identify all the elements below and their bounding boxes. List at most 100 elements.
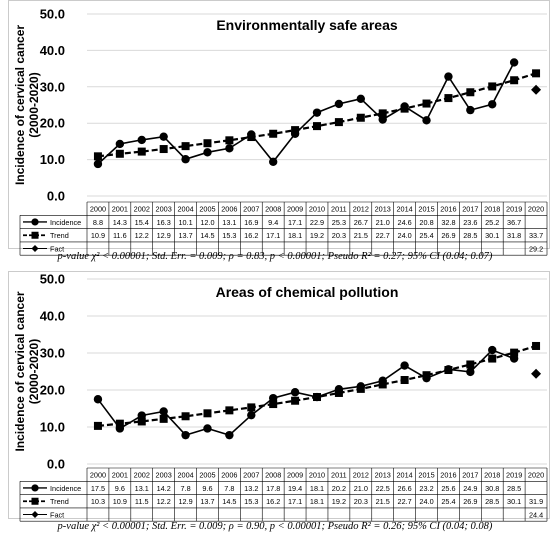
trend-point [313,122,321,131]
trend-point [488,354,497,363]
incidence-point [312,392,322,402]
data-label: 36.7 [507,218,521,227]
data-label: 25.3 [332,218,346,227]
trend-point [400,376,409,385]
y-axis-label: Incidence of cervical cancer(2000-2020) [13,291,41,451]
x-tick-label: 2018 [484,471,500,480]
legend-label: Incidence [50,218,81,227]
data-label: 13.7 [178,231,192,240]
incidence-point [334,99,344,109]
data-label: 16.3 [157,218,171,227]
data-label: 21.5 [354,231,368,240]
incidence-point [203,148,212,157]
x-tick-label: 2010 [309,205,325,214]
incidence-point [509,354,519,363]
data-label: 26.9 [463,497,477,506]
trend-point [510,348,519,357]
incidence-point [93,395,103,404]
incidence-point [137,411,146,420]
incidence-point [247,130,256,139]
trend-point [269,400,278,409]
legend-marker-trend [31,497,39,505]
incidence-point [444,365,453,374]
data-label: 16.9 [244,218,258,227]
data-label: 20.2 [332,484,346,493]
data-label: 19.2 [310,231,324,240]
chart-title: Environmentally safe areas [216,17,398,33]
data-label: 12.9 [178,497,192,506]
data-label: 19.4 [288,484,302,493]
chart-title: Areas of chemical pollution [216,284,399,300]
data-label: 18.1 [310,497,324,506]
fact-point [531,368,542,379]
legend-label: Fact [50,510,64,519]
incidence-point [488,100,497,109]
incidence-point [488,345,497,355]
data-label: 24.4 [529,510,543,519]
legend-label: Incidence [50,484,81,493]
data-label: 12.9 [157,231,171,240]
trend-point [466,88,475,97]
trend-point [466,360,475,369]
chart-1: 0.0 10.0 20.0 30.0 40.0 50.0 Incidence of cerv… [8,0,550,256]
x-tick-label: 2006 [221,205,237,214]
incidence-point [290,388,300,397]
chart-1-footnote: p-value χ² < 0.00001; Std. Err. = 0.009;… [57,251,493,262]
incidence-point [247,410,256,420]
data-label: 25.4 [441,497,455,506]
data-label: 13.7 [200,497,214,506]
x-tick-label: 2001 [112,471,128,480]
data-label: 29.2 [529,244,543,253]
x-tick-label: 2012 [353,471,369,480]
x-tick-label: 2010 [309,471,325,480]
y-tick-label: 10.0 [40,152,65,167]
incidence-point [268,157,278,166]
x-tick-label: 2018 [484,205,500,214]
x-tick-label: 2011 [331,205,347,214]
x-tick-label: 2009 [287,205,303,214]
trend-point [510,76,519,85]
data-label: 14.5 [200,231,214,240]
incidence-point [159,407,168,416]
data-label: 14.5 [222,497,236,506]
incidence-point [356,382,366,391]
incidence-point [225,144,234,153]
incidence-point [137,135,146,145]
x-tick-label: 2002 [134,205,150,214]
incidence-point [290,129,300,138]
x-tick-label: 2017 [462,471,478,480]
incidence-point [422,116,431,125]
data-label: 17.1 [266,231,280,240]
data-label: 12.0 [200,218,214,227]
y-tick-label: 30.0 [40,79,65,94]
data-label: 21.5 [376,497,390,506]
x-tick-label: 2019 [506,471,522,480]
trend-point [115,149,124,158]
trend-point [378,109,387,118]
data-label: 20.8 [419,218,433,227]
trend-point [422,99,431,108]
incidence-point [159,132,168,141]
trend-point [532,341,541,350]
data-label: 17.8 [266,484,280,493]
trend-point [203,409,212,418]
trend-point [159,145,168,154]
x-tick-label: 2009 [287,471,303,480]
y-tick-label: 30.0 [40,346,65,361]
x-tick-label: 2006 [221,471,237,480]
trend-point [115,419,124,428]
y-tick-label: 10.0 [40,420,65,435]
trend-point [181,412,190,421]
trend-point [334,118,343,127]
x-tick-label: 2005 [199,205,215,214]
data-label: 20.3 [354,497,368,506]
data-label: 20.3 [332,231,346,240]
data-label: 21.0 [376,218,390,227]
data-label: 25.2 [485,218,499,227]
trend-point [137,417,146,426]
data-label: 32.8 [441,218,455,227]
incidence-point [93,159,103,169]
data-label: 23.6 [463,218,477,227]
data-label: 18.1 [288,231,302,240]
